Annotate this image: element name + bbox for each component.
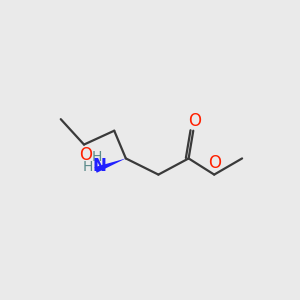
Text: O: O (79, 146, 92, 164)
Text: O: O (208, 154, 221, 172)
Text: H: H (92, 150, 102, 164)
Text: O: O (188, 112, 201, 130)
Text: H: H (82, 160, 93, 173)
Text: N: N (92, 157, 106, 175)
Polygon shape (94, 158, 126, 173)
